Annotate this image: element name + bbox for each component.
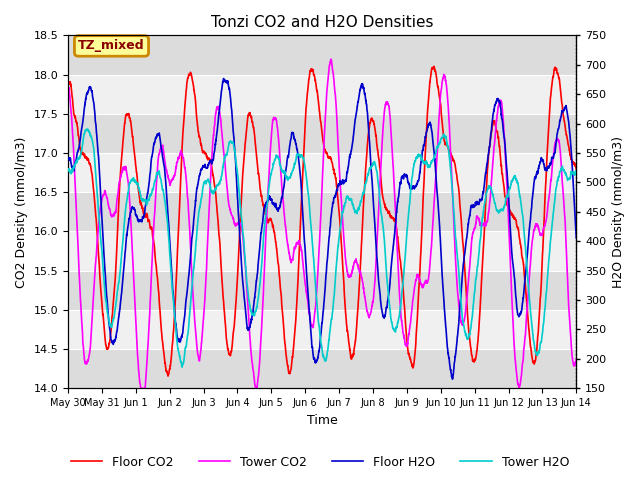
Bar bbox=[68, 74, 576, 114]
Title: Tonzi CO2 and H2O Densities: Tonzi CO2 and H2O Densities bbox=[211, 15, 433, 30]
Line: Tower CO2: Tower CO2 bbox=[68, 60, 576, 388]
Floor H2O bbox=[563, 107, 570, 113]
X-axis label: Time: Time bbox=[307, 414, 337, 427]
Line: Tower H2O: Tower H2O bbox=[68, 129, 576, 367]
Tower H2O bbox=[179, 364, 186, 370]
Floor CO2 bbox=[563, 132, 570, 138]
Tower CO2 bbox=[152, 181, 160, 187]
Bar bbox=[68, 36, 576, 74]
Floor H2O bbox=[572, 235, 580, 241]
Tower H2O bbox=[84, 126, 92, 132]
Floor H2O bbox=[64, 155, 72, 161]
Tower CO2 bbox=[122, 167, 130, 172]
Tower CO2 bbox=[259, 295, 267, 301]
Floor H2O bbox=[282, 172, 289, 178]
Floor CO2 bbox=[282, 342, 289, 348]
Line: Floor H2O: Floor H2O bbox=[68, 79, 576, 379]
Bar bbox=[68, 192, 576, 231]
Y-axis label: CO2 Density (mmol/m3): CO2 Density (mmol/m3) bbox=[15, 136, 28, 288]
Tower H2O bbox=[572, 168, 580, 174]
Bar bbox=[68, 114, 576, 153]
Tower CO2 bbox=[563, 257, 570, 263]
Floor H2O bbox=[220, 76, 227, 82]
Bar bbox=[68, 349, 576, 388]
Floor H2O bbox=[122, 240, 130, 246]
Legend: Floor CO2, Tower CO2, Floor H2O, Tower H2O: Floor CO2, Tower CO2, Floor H2O, Tower H… bbox=[66, 451, 574, 474]
Tower H2O bbox=[259, 238, 267, 244]
Floor CO2 bbox=[164, 373, 172, 379]
Floor CO2 bbox=[152, 263, 160, 268]
Floor H2O bbox=[259, 214, 267, 220]
Tower H2O bbox=[563, 173, 570, 179]
Bar bbox=[68, 310, 576, 349]
Floor H2O bbox=[449, 376, 456, 382]
Y-axis label: H2O Density (mmol/m3): H2O Density (mmol/m3) bbox=[612, 136, 625, 288]
Tower H2O bbox=[152, 172, 160, 178]
Floor CO2 bbox=[572, 167, 580, 172]
Tower CO2 bbox=[137, 385, 145, 391]
Tower H2O bbox=[64, 166, 72, 172]
Tower CO2 bbox=[327, 57, 335, 62]
Floor CO2 bbox=[259, 201, 267, 207]
Tower H2O bbox=[282, 171, 289, 177]
Tower CO2 bbox=[572, 356, 580, 362]
Bar bbox=[68, 271, 576, 310]
Floor CO2 bbox=[430, 63, 438, 69]
Floor CO2 bbox=[122, 113, 130, 119]
Tower H2O bbox=[508, 179, 516, 185]
Floor CO2 bbox=[64, 81, 72, 86]
Line: Floor CO2: Floor CO2 bbox=[68, 66, 576, 376]
Bar bbox=[68, 153, 576, 192]
Tower CO2 bbox=[282, 220, 289, 226]
Tower H2O bbox=[122, 202, 130, 207]
Text: TZ_mixed: TZ_mixed bbox=[78, 39, 145, 52]
Floor H2O bbox=[508, 251, 516, 256]
Tower CO2 bbox=[508, 296, 516, 301]
Floor H2O bbox=[152, 135, 160, 141]
Tower CO2 bbox=[64, 85, 72, 91]
Bar bbox=[68, 231, 576, 271]
Floor CO2 bbox=[508, 210, 516, 216]
